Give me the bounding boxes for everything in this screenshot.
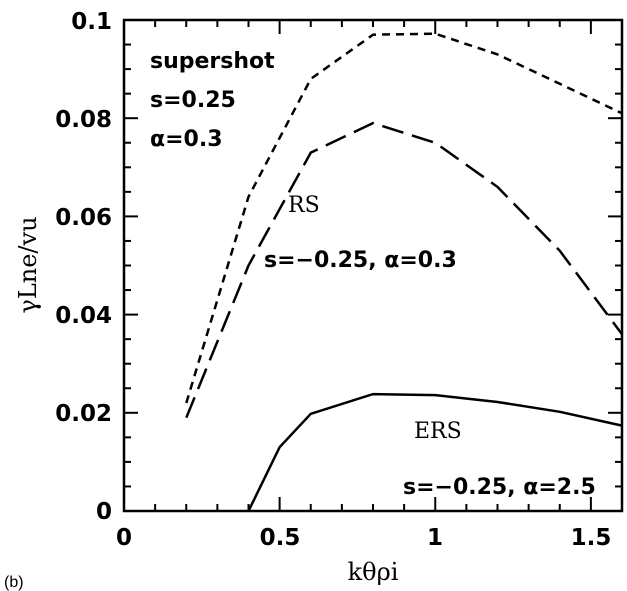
- supershot-s-label: s=0.25: [150, 88, 236, 113]
- y-tick-label: 0.02: [55, 401, 112, 427]
- rs-label: RS: [288, 193, 320, 218]
- ers-curve: [247, 392, 623, 512]
- supershot-curve: [185, 32, 623, 404]
- y-tick-label: 0.08: [55, 107, 112, 133]
- panel-label: (b): [4, 574, 24, 591]
- x-tick-label: 1.5: [571, 525, 612, 551]
- supershot-label: supershot: [150, 49, 275, 74]
- rs-params-label: s=−0.25, α=0.3: [264, 248, 457, 273]
- ers-label: ERS: [414, 419, 462, 444]
- y-tick-label: 0.04: [55, 303, 112, 329]
- y-tick-label: 0.06: [55, 205, 112, 231]
- rs-curve: [185, 121, 624, 419]
- x-tick-label: 0.5: [260, 525, 301, 551]
- y-tick-label: 0.1: [71, 9, 112, 35]
- x-tick-label: 0: [116, 525, 132, 551]
- supershot-alpha-label: α=0.3: [150, 127, 223, 152]
- x-tick-label: 1: [427, 525, 443, 551]
- y-axis-label: γLne/vu: [14, 216, 42, 313]
- data-series: [185, 32, 624, 512]
- y-tick-label: 0: [96, 499, 112, 525]
- axis-ticks: [123, 19, 623, 512]
- ers-params-label: s=−0.25, α=2.5: [403, 475, 596, 500]
- x-axis-label: kθρi: [348, 558, 399, 586]
